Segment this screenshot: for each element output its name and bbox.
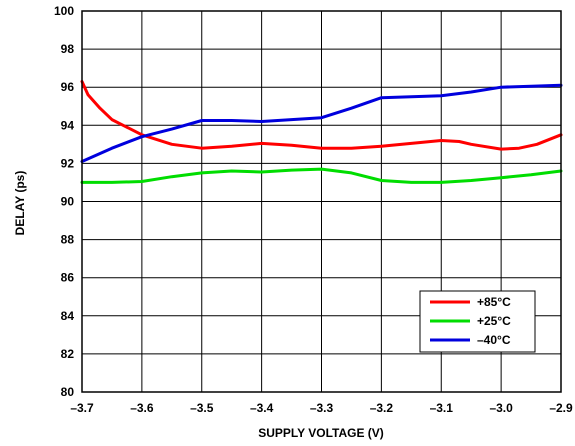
plot-frame bbox=[81, 10, 562, 393]
y-tick-label: 98 bbox=[61, 42, 75, 56]
y-tick-label: 86 bbox=[61, 271, 75, 285]
y-axis-title: DELAY (ps) bbox=[13, 171, 27, 236]
x-tick-label: –3.1 bbox=[430, 401, 454, 415]
legend-label: –40°C bbox=[477, 333, 511, 347]
y-tick-label: 94 bbox=[61, 118, 75, 132]
x-tick-labels: –3.7 –3.6 –3.5 –3.4 –3.3 –3.2 –3.1 –3.0 –2.9 bbox=[70, 401, 573, 415]
x-tick-label: –3.3 bbox=[310, 401, 334, 415]
series-line bbox=[80, 80, 563, 151]
x-tick-label: –3.6 bbox=[130, 401, 154, 415]
y-tick-label: 96 bbox=[61, 80, 75, 94]
y-tick-labels: 80 82 84 86 88 90 92 94 96 98 100 bbox=[54, 4, 74, 399]
y-tick-label: 80 bbox=[61, 385, 75, 399]
x-tick-label: –3.7 bbox=[70, 401, 94, 415]
series-line bbox=[80, 83, 563, 163]
x-tick-label: –3.2 bbox=[370, 401, 394, 415]
x-tick-label: –3.4 bbox=[250, 401, 274, 415]
x-tick-label: –2.9 bbox=[549, 401, 573, 415]
y-tick-label: 90 bbox=[61, 195, 75, 209]
y-tick-label: 100 bbox=[54, 4, 74, 18]
legend: +85°C +25°C –40°C bbox=[419, 290, 536, 353]
x-tick-label: –3.0 bbox=[489, 401, 513, 415]
grid bbox=[81, 10, 562, 393]
y-tick-label: 84 bbox=[61, 309, 75, 323]
series-line bbox=[80, 167, 563, 184]
series-lines bbox=[80, 80, 563, 184]
y-tick-label: 92 bbox=[61, 156, 75, 170]
legend-label: +85°C bbox=[477, 295, 511, 309]
x-axis-title: SUPPLY VOLTAGE (V) bbox=[258, 426, 384, 440]
y-tick-label: 88 bbox=[61, 233, 75, 247]
x-tick-label: –3.5 bbox=[190, 401, 214, 415]
legend-label: +25°C bbox=[477, 314, 511, 328]
y-tick-label: 82 bbox=[61, 347, 75, 361]
